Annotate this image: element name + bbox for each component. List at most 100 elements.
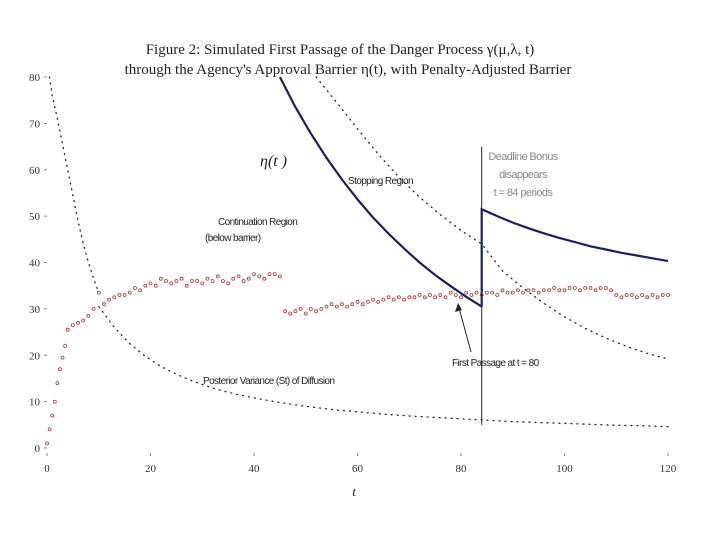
danger-point [112, 295, 117, 300]
danger-point [169, 281, 174, 286]
y-tick-label: 40 [29, 258, 41, 270]
danger-point [516, 288, 520, 293]
series-line-variance [98, 305, 669, 428]
danger-point [531, 288, 536, 293]
danger-point [262, 276, 267, 281]
danger-point [479, 293, 484, 297]
danger-point [298, 306, 303, 311]
danger-point [133, 286, 137, 290]
danger-point [645, 295, 650, 300]
danger-point [345, 304, 350, 309]
danger-point [107, 297, 111, 302]
danger-point [189, 279, 194, 283]
danger-point [45, 441, 49, 446]
danger-point [459, 295, 463, 300]
danger-point [624, 293, 629, 297]
x-tick-label: 120 [660, 463, 677, 475]
x-tick-label: 20 [145, 463, 157, 475]
danger-point [215, 274, 220, 279]
danger-point [91, 306, 96, 311]
danger-point [148, 281, 153, 286]
danger-point [417, 293, 422, 297]
danger-point [422, 295, 427, 300]
danger-point [391, 297, 396, 302]
title-line-1: Figure 2: Simulated First Passage of the… [146, 42, 535, 58]
danger-point [138, 288, 143, 293]
danger-point [174, 279, 179, 283]
danger-point [593, 288, 598, 293]
danger-point [60, 355, 65, 360]
danger-point [184, 283, 189, 288]
danger-point [314, 309, 319, 314]
danger-point [562, 288, 567, 293]
danger-point [329, 302, 334, 307]
x-tick-label: 100 [556, 463, 573, 475]
danger-point [578, 288, 582, 293]
danger-point [521, 290, 525, 295]
danger-point [510, 290, 515, 295]
danger-point [252, 272, 256, 277]
danger-point [573, 286, 577, 290]
danger-point [640, 293, 644, 297]
danger-point [55, 381, 60, 386]
danger-point [293, 309, 298, 314]
danger-point [433, 295, 438, 300]
danger-point [588, 286, 593, 290]
danger-point [340, 302, 344, 307]
danger-point [158, 276, 163, 281]
danger-point [443, 295, 448, 300]
danger-point [635, 295, 639, 300]
deadline-label-line2: disappears [499, 169, 548, 181]
series-line-barrier_after [480, 207, 669, 307]
danger-point [386, 295, 391, 300]
danger-point [143, 283, 148, 288]
x-tick-label: 0 [44, 463, 50, 475]
danger-point [86, 313, 91, 318]
danger-point [536, 290, 541, 295]
danger-point [58, 367, 62, 372]
danger-point [200, 281, 205, 286]
danger-point [500, 288, 505, 293]
deadline-label-line1: Deadline Bonus [488, 151, 558, 163]
x-axis: 0 20 40 60 80 100 120 [44, 453, 677, 475]
danger-point [127, 290, 132, 295]
series-layer [48, 76, 669, 428]
danger-point [210, 279, 215, 283]
danger-point [117, 293, 122, 297]
danger-point [376, 299, 381, 304]
danger-point [547, 288, 551, 293]
y-tick-label: 50 [29, 211, 41, 223]
y-tick-label: 0 [35, 443, 41, 455]
danger-point [495, 293, 500, 297]
danger-point [660, 293, 665, 297]
danger-point [490, 290, 495, 295]
danger-point [371, 297, 375, 302]
title-line-2: through the Agency's Approval Barrier η(… [125, 62, 572, 78]
danger-point [360, 302, 365, 307]
danger-point [220, 279, 225, 283]
danger-point [122, 293, 127, 297]
danger-point [567, 286, 572, 290]
danger-point [619, 295, 624, 300]
danger-point [526, 288, 531, 293]
danger-point [283, 309, 288, 314]
y-axis: 0 10 20 30 40 50 60 70 80 [29, 72, 47, 455]
danger-point [438, 293, 443, 297]
danger-point [469, 293, 474, 297]
y-tick-label: 20 [29, 350, 41, 362]
variance-label: Posterior Variance (St) of Diffusion [203, 376, 334, 387]
danger-point [102, 302, 106, 307]
danger-point [96, 290, 101, 295]
danger-point [81, 318, 86, 323]
danger-point [552, 286, 556, 290]
danger-point [453, 293, 458, 297]
danger-point [246, 276, 251, 281]
danger-point [629, 293, 634, 297]
danger-point [428, 293, 432, 297]
danger-point [236, 274, 241, 279]
deadline-label-line3: t = 84 periods [494, 187, 554, 199]
x-axis-label: t [352, 484, 356, 499]
danger-point [76, 320, 80, 325]
danger-point [277, 274, 282, 279]
